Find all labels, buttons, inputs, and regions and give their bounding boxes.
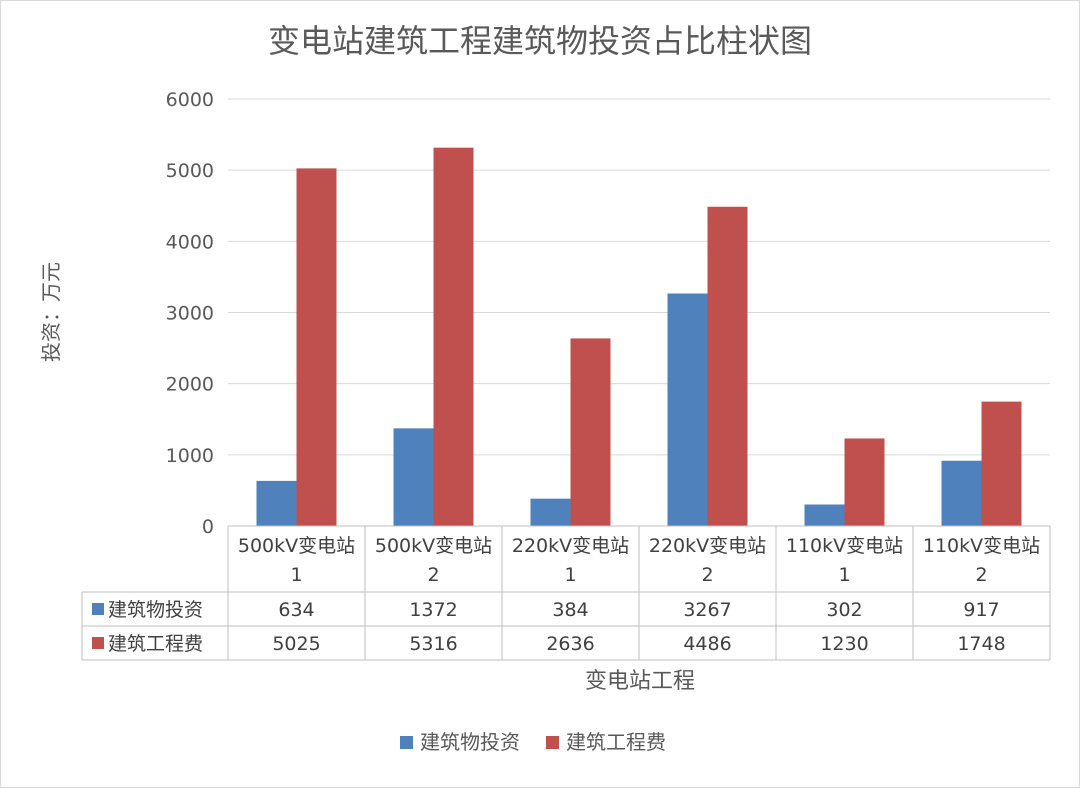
table-legend-key	[92, 603, 104, 615]
data-label: 1230	[820, 633, 868, 655]
data-label: 5316	[409, 633, 457, 655]
legend-label: 建筑工程费	[566, 730, 666, 754]
bar-building-1	[256, 480, 297, 526]
bar-building-6	[941, 460, 982, 526]
x-tick-label: 2	[701, 564, 713, 586]
data-label: 3267	[683, 599, 731, 621]
bar-building-5	[804, 504, 845, 526]
x-tick-label: 500kV变电站	[375, 535, 492, 557]
bars	[256, 147, 1022, 527]
table-series-label: 建筑工程费	[108, 633, 203, 655]
data-label: 4486	[683, 633, 731, 655]
x-tick-label: 110kV变电站	[923, 535, 1040, 557]
x-tick-label: 110kV变电站	[786, 535, 903, 557]
x-tick-label: 1	[290, 564, 302, 586]
y-tick-label: 5000	[166, 160, 214, 182]
bar-building-2	[393, 428, 434, 526]
data-label: 1372	[409, 599, 457, 621]
x-tick-label: 2	[975, 564, 987, 586]
chart-title: 变电站建筑工程建筑物投资占比柱状图	[268, 22, 812, 60]
legend: 建筑物投资 建筑工程费	[400, 730, 666, 754]
bar-construction-1	[296, 168, 337, 526]
bar-building-3	[530, 498, 571, 526]
data-label: 384	[552, 599, 588, 621]
table-series-label: 建筑物投资	[108, 599, 203, 621]
y-axis-label: 投资：万元	[39, 262, 63, 362]
bar-construction-4	[707, 206, 748, 526]
bar-construction-6	[981, 401, 1022, 526]
y-tick-label: 0	[202, 516, 214, 538]
data-label: 917	[963, 599, 999, 621]
gridlines: 0 1000 2000 3000 4000 5000 6000	[166, 89, 1050, 538]
bar-building-4	[667, 293, 708, 526]
legend-label: 建筑物投资	[420, 730, 520, 754]
data-label: 2636	[546, 633, 594, 655]
x-axis-label: 变电站工程	[585, 669, 695, 694]
bar-construction-3	[570, 338, 611, 526]
x-tick-label: 500kV变电站	[238, 535, 355, 557]
x-tick-label: 1	[564, 564, 576, 586]
data-table: 500kV变电站 1 500kV变电站 2 220kV变电站 1 220kV变电站 2 110k…	[81, 525, 1051, 661]
table-legend-key	[92, 637, 104, 649]
legend-swatch	[400, 736, 413, 749]
x-tick-label: 220kV变电站	[649, 535, 766, 557]
bar-construction-5	[844, 438, 885, 526]
y-tick-label: 4000	[166, 231, 214, 253]
data-label: 634	[278, 599, 314, 621]
data-label: 5025	[272, 633, 320, 655]
x-tick-label: 2	[427, 564, 439, 586]
x-tick-label: 1	[838, 564, 850, 586]
data-label: 302	[826, 599, 862, 621]
legend-swatch	[546, 736, 559, 749]
data-label: 1748	[957, 633, 1005, 655]
bar-construction-2	[433, 147, 474, 527]
y-tick-label: 1000	[166, 445, 214, 467]
x-tick-label: 220kV变电站	[512, 535, 629, 557]
y-tick-label: 3000	[166, 303, 214, 325]
y-tick-label: 6000	[166, 89, 214, 111]
y-tick-label: 2000	[166, 374, 214, 396]
